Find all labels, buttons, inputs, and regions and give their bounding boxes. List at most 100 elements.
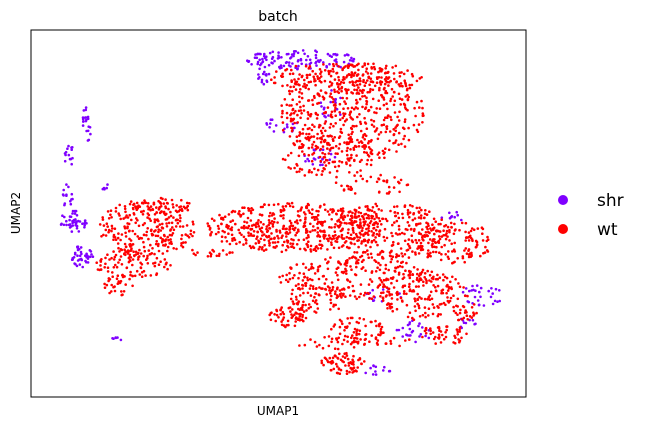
scatter-point-wt (262, 249, 266, 252)
scatter-point-wt (176, 221, 180, 225)
scatter-point-wt (298, 83, 301, 87)
legend-marker-shr (558, 195, 568, 205)
scatter-point-wt (408, 273, 412, 277)
scatter-point-wt (372, 223, 376, 226)
scatter-point-wt (350, 63, 354, 67)
scatter-point-wt (444, 253, 448, 256)
scatter-point-wt (327, 152, 331, 155)
scatter-point-wt (329, 122, 333, 126)
scatter-point-wt (235, 242, 238, 246)
scatter-point-shr (76, 245, 80, 248)
scatter-point-shr (70, 146, 73, 149)
scatter-point-wt (118, 281, 122, 285)
scatter-point-wt (363, 147, 366, 150)
scatter-point-wt (387, 76, 391, 79)
scatter-point-wt (243, 220, 246, 224)
scatter-point-wt (159, 229, 163, 232)
scatter-point-wt (288, 277, 292, 281)
scatter-point-wt (280, 115, 284, 119)
scatter-point-wt (291, 72, 295, 75)
scatter-point-wt (397, 180, 400, 184)
scatter-point-wt (334, 152, 338, 155)
scatter-point-wt (433, 232, 436, 236)
scatter-point-shr (106, 183, 109, 186)
scatter-point-wt (145, 258, 148, 262)
scatter-point-shr (329, 100, 333, 104)
scatter-point-wt (317, 220, 321, 224)
scatter-point-wt (321, 169, 324, 173)
scatter-point-wt (316, 168, 320, 172)
scatter-point-wt (342, 66, 346, 69)
scatter-point-wt (393, 90, 396, 94)
scatter-point-wt (332, 98, 335, 101)
scatter-point-wt (223, 230, 226, 234)
scatter-point-wt (355, 154, 358, 157)
scatter-point-wt (381, 95, 384, 99)
scatter-point-wt (398, 232, 402, 236)
scatter-point-wt (419, 222, 422, 225)
scatter-point-wt (316, 247, 320, 250)
scatter-point-wt (294, 317, 298, 320)
scatter-point-shr (83, 222, 86, 225)
scatter-point-wt (378, 67, 382, 70)
scatter-point-wt (363, 343, 366, 346)
scatter-point-wt (470, 306, 474, 309)
scatter-point-wt (110, 283, 113, 287)
scatter-point-wt (367, 224, 371, 228)
scatter-point-shr (460, 218, 463, 222)
scatter-point-wt (378, 86, 381, 90)
scatter-point-wt (321, 145, 325, 148)
plot-frame (30, 29, 527, 398)
scatter-point-wt (449, 296, 453, 300)
scatter-point-wt (336, 356, 339, 360)
scatter-point-wt (346, 214, 350, 217)
scatter-point-wt (151, 233, 154, 237)
scatter-point-wt (119, 255, 123, 258)
scatter-point-wt (363, 94, 367, 98)
scatter-point-wt (171, 232, 175, 235)
scatter-point-wt (439, 313, 443, 316)
scatter-point-wt (273, 217, 276, 220)
scatter-point-wt (404, 95, 408, 98)
scatter-point-shr (91, 255, 95, 258)
scatter-point-wt (307, 307, 311, 310)
scatter-point-wt (323, 356, 327, 360)
scatter-point-wt (356, 239, 359, 242)
scatter-point-wt (388, 254, 392, 257)
scatter-point-wt (437, 337, 441, 340)
scatter-point-wt (392, 133, 396, 137)
scatter-point-wt (302, 143, 305, 147)
scatter-point-wt (458, 328, 461, 332)
scatter-point-wt (153, 213, 157, 216)
scatter-point-wt (356, 83, 359, 87)
scatter-point-wt (292, 142, 295, 145)
scatter-point-wt (467, 235, 471, 239)
scatter-point-wt (343, 100, 346, 103)
scatter-point-wt (402, 137, 405, 141)
scatter-point-wt (359, 224, 363, 228)
scatter-point-wt (330, 294, 333, 298)
scatter-point-wt (427, 314, 430, 317)
scatter-point-wt (343, 119, 347, 123)
scatter-point-wt (437, 313, 440, 316)
scatter-point-wt (252, 223, 256, 227)
scatter-point-wt (174, 218, 178, 222)
scatter-point-wt (114, 206, 118, 210)
scatter-point-wt (196, 251, 199, 254)
scatter-point-shr (69, 215, 73, 219)
scatter-point-wt (443, 275, 447, 279)
scatter-point-wt (375, 180, 379, 184)
scatter-point-wt (355, 320, 359, 324)
scatter-point-shr (294, 50, 298, 53)
scatter-point-wt (387, 192, 391, 195)
scatter-point-wt (171, 203, 175, 206)
scatter-point-wt (319, 89, 323, 92)
scatter-point-wt (191, 234, 194, 238)
scatter-point-shr (102, 186, 106, 190)
scatter-point-wt (158, 201, 162, 204)
scatter-point-wt (134, 221, 137, 225)
scatter-point-wt (307, 132, 311, 136)
scatter-point-wt (175, 204, 178, 207)
scatter-point-shr (401, 335, 405, 338)
scatter-point-wt (368, 297, 371, 300)
